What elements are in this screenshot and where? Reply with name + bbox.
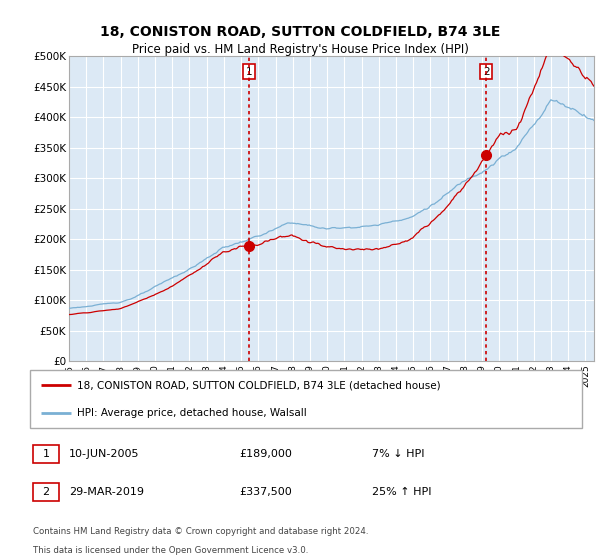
Text: Price paid vs. HM Land Registry's House Price Index (HPI): Price paid vs. HM Land Registry's House …	[131, 43, 469, 56]
Text: This data is licensed under the Open Government Licence v3.0.: This data is licensed under the Open Gov…	[33, 547, 308, 556]
FancyBboxPatch shape	[30, 370, 582, 428]
Text: 29-MAR-2019: 29-MAR-2019	[68, 487, 143, 497]
Text: 25% ↑ HPI: 25% ↑ HPI	[372, 487, 432, 497]
FancyBboxPatch shape	[33, 483, 59, 501]
Text: 1: 1	[245, 67, 252, 77]
Text: £189,000: £189,000	[240, 449, 293, 459]
Text: £337,500: £337,500	[240, 487, 293, 497]
Text: 2: 2	[43, 487, 50, 497]
Text: HPI: Average price, detached house, Walsall: HPI: Average price, detached house, Wals…	[77, 408, 307, 418]
Text: 1: 1	[43, 449, 50, 459]
Text: 18, CONISTON ROAD, SUTTON COLDFIELD, B74 3LE: 18, CONISTON ROAD, SUTTON COLDFIELD, B74…	[100, 25, 500, 39]
Text: 2: 2	[483, 67, 490, 77]
Text: 18, CONISTON ROAD, SUTTON COLDFIELD, B74 3LE (detached house): 18, CONISTON ROAD, SUTTON COLDFIELD, B74…	[77, 380, 440, 390]
Text: 10-JUN-2005: 10-JUN-2005	[68, 449, 139, 459]
FancyBboxPatch shape	[33, 445, 59, 464]
Text: 7% ↓ HPI: 7% ↓ HPI	[372, 449, 425, 459]
Text: Contains HM Land Registry data © Crown copyright and database right 2024.: Contains HM Land Registry data © Crown c…	[33, 527, 368, 536]
